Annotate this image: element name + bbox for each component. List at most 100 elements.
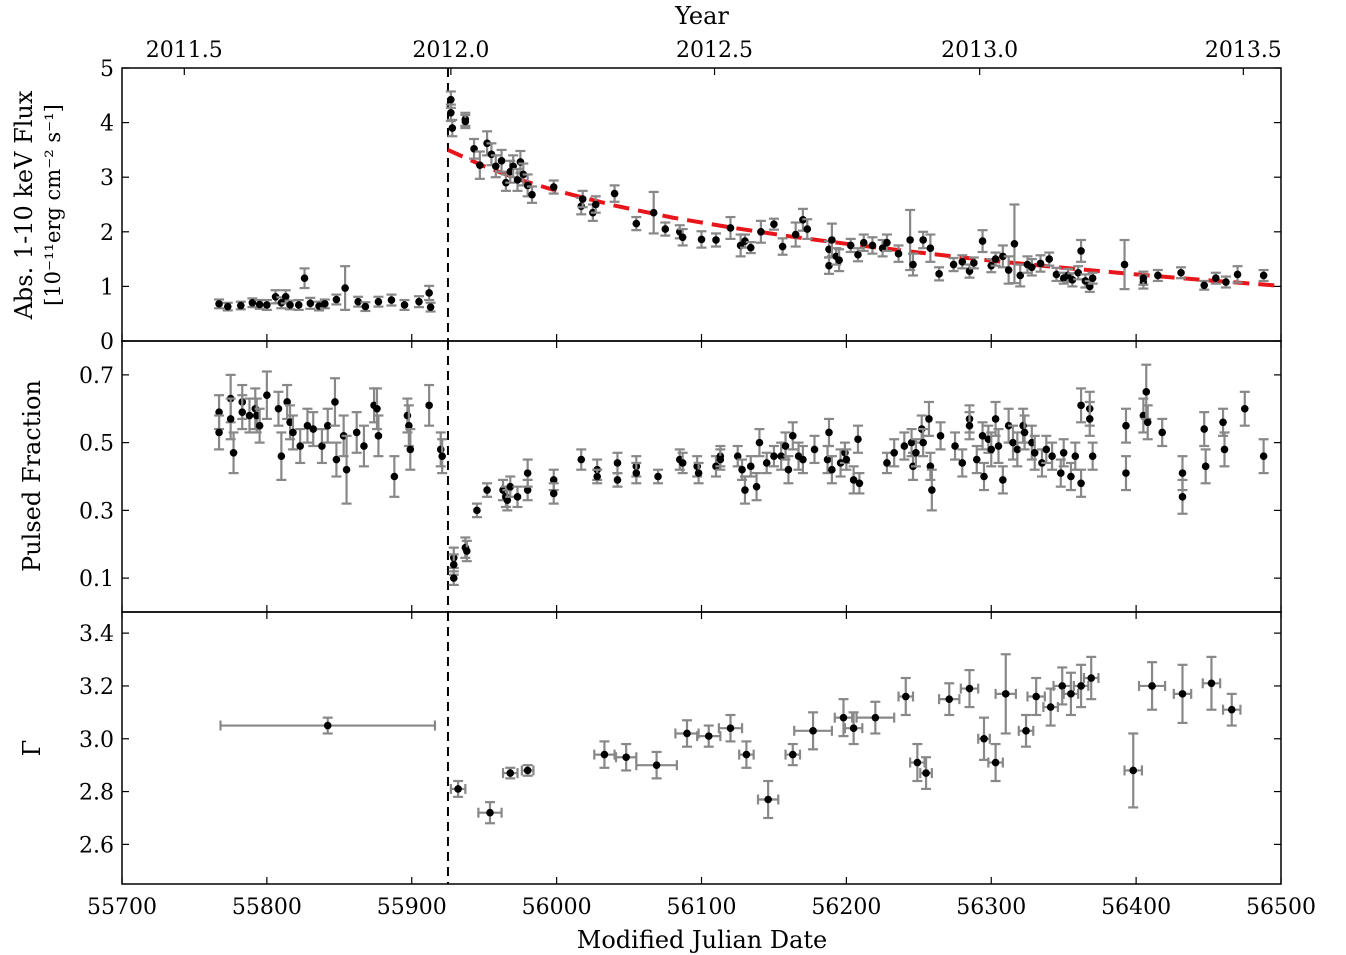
data-point <box>332 455 341 464</box>
data-point <box>868 241 877 250</box>
y-tick-label: 1 <box>100 275 114 300</box>
data-point <box>600 750 609 759</box>
data-point <box>871 713 880 722</box>
x-tick-label: 56200 <box>811 895 881 920</box>
data-point <box>1200 425 1209 433</box>
data-point <box>925 415 933 423</box>
data-point <box>473 506 481 515</box>
data-point <box>286 301 294 309</box>
data-point <box>1158 428 1167 437</box>
data-point <box>613 476 622 484</box>
data-point <box>506 769 515 777</box>
data-point <box>733 452 742 460</box>
data-point <box>978 237 987 245</box>
x-tick-label: 55800 <box>232 895 302 920</box>
data-point <box>238 408 247 416</box>
data-point <box>752 482 761 491</box>
data-point <box>483 486 491 494</box>
data-point <box>755 438 764 447</box>
data-point <box>991 255 1000 263</box>
data-point <box>274 404 283 413</box>
y-tick-label: 0.5 <box>79 432 114 457</box>
data-point <box>215 300 223 308</box>
data-point <box>846 241 855 250</box>
y-tick-label: 0.1 <box>79 567 114 592</box>
data-point <box>622 753 630 762</box>
data-point <box>991 415 1000 423</box>
data-point <box>1122 421 1130 430</box>
panel-pulsed_fraction: 0.1 0.3 0.5 0.7 <box>79 340 1282 613</box>
data-point <box>854 250 862 259</box>
data-point <box>978 432 987 440</box>
data-point <box>426 303 435 311</box>
data-point <box>906 236 914 244</box>
data-point <box>1056 469 1065 477</box>
data-point <box>1013 445 1022 454</box>
data-point <box>1077 401 1085 410</box>
data-point <box>1036 259 1045 268</box>
data-point <box>294 301 303 309</box>
data-point <box>958 459 967 467</box>
data-point <box>1020 428 1029 437</box>
data-point <box>1071 452 1080 460</box>
data-point <box>513 493 522 501</box>
data-point <box>764 795 772 804</box>
pulsed-fraction-ylabel: Pulsed Fraction <box>18 380 46 572</box>
data-point <box>577 455 586 464</box>
data-point <box>945 695 954 703</box>
data-point <box>746 243 755 252</box>
data-point <box>1019 421 1027 430</box>
data-point <box>1129 766 1138 775</box>
data-point <box>1046 703 1055 711</box>
data-point <box>972 455 981 464</box>
x-tick-label: 56300 <box>956 895 1026 920</box>
data-point <box>1077 682 1085 690</box>
data-point <box>683 729 691 738</box>
data-point <box>890 448 898 457</box>
flux-ylabel-line2: [10⁻¹¹erg cm⁻² s⁻¹] <box>41 104 65 306</box>
data-point <box>613 459 622 467</box>
data-point <box>476 161 484 169</box>
data-point <box>1120 260 1129 269</box>
data-point <box>549 489 558 498</box>
data-point <box>970 259 978 267</box>
data-point <box>1067 472 1075 481</box>
data-point <box>341 284 349 292</box>
data-point <box>226 415 235 423</box>
data-point <box>1074 268 1082 277</box>
data-point <box>949 260 958 269</box>
top-tick-label: 2013.5 <box>1205 38 1282 63</box>
data-point <box>854 435 862 444</box>
data-point <box>951 442 959 450</box>
data-point <box>788 432 797 440</box>
data-point <box>999 252 1007 261</box>
data-point <box>1087 674 1096 682</box>
data-point <box>236 301 245 310</box>
data-point <box>296 442 304 450</box>
data-point <box>281 292 290 301</box>
data-point <box>1177 268 1185 277</box>
data-point <box>425 289 433 297</box>
y-tick-label: 2.8 <box>79 781 114 806</box>
data-point <box>215 428 223 437</box>
y-tick-label: 0 <box>100 330 114 355</box>
data-point <box>549 476 558 484</box>
data-point <box>994 442 1003 450</box>
top-tick-label: 2012.5 <box>676 38 753 63</box>
panel-photon_index: 2.6 2.8 3.0 3.2 3.4 <box>79 611 1282 885</box>
data-point <box>403 411 412 420</box>
data-point <box>374 432 383 440</box>
data-point <box>277 452 286 460</box>
data-point <box>965 684 974 693</box>
data-point <box>373 404 381 413</box>
data-point <box>770 220 778 228</box>
data-point <box>331 398 339 406</box>
data-point <box>215 408 223 416</box>
data-point <box>323 721 332 730</box>
data-point <box>632 219 641 228</box>
data-point <box>828 465 836 474</box>
data-point <box>1207 679 1216 688</box>
data-point <box>549 183 558 191</box>
data-point <box>1178 469 1187 477</box>
data-point <box>318 442 326 450</box>
